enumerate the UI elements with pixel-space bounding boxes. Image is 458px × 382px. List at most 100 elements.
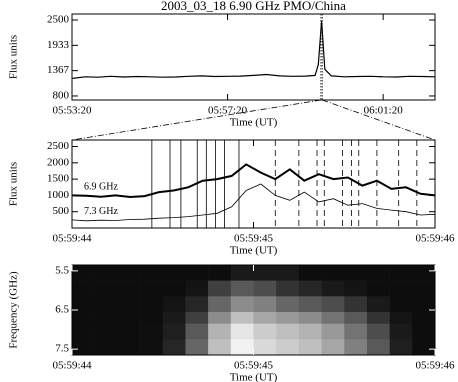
heatmap-cell [321,339,345,356]
x-tick-label: 05:57:20 [208,105,248,117]
heatmap-cell [94,280,118,297]
heatmap-cell [389,296,413,313]
heatmap-cell [253,311,277,324]
heatmap-cell [412,311,436,324]
y-axis-label: Frequency (GHz) [8,271,20,349]
y-tick-label: 2500 [47,14,70,26]
heatmap-cell [276,311,300,324]
heatmap-cell [344,323,368,340]
heatmap-cell [162,265,186,281]
heatmap-cell [185,265,209,281]
y-tick-label: 6.5 [55,304,69,316]
heatmap-cell [185,323,209,340]
plot-frame [71,13,436,101]
heatmap-cell [185,296,209,313]
heatmap-cell [140,311,164,324]
heatmap-cell [162,323,186,340]
heatmap-cell [389,339,413,356]
heatmap-cell [94,339,118,356]
heatmap-cell [253,265,277,281]
heatmap-cell [117,265,141,281]
heatmap-cell [366,323,390,340]
heatmap-cell [140,265,164,281]
heatmap-cell [117,296,141,313]
heatmap-cell [208,280,232,297]
y-tick-label: 1000 [47,189,70,201]
series-line [71,163,436,199]
heatmap-cell [162,311,186,324]
heatmap-cell [389,323,413,340]
heatmap-cell [321,265,345,281]
heatmap-cell [185,339,209,356]
zoom-connector [71,99,321,141]
y-tick-label: 2500 [47,140,70,152]
heatmap-cell [230,339,254,356]
heatmap-cell [230,280,254,297]
heatmap-cell [366,280,390,297]
heatmap-cell [253,339,277,356]
heatmap-cell [389,280,413,297]
heatmap-cell [276,280,300,297]
y-tick-label: 800 [53,90,70,102]
heatmap-cell [208,311,232,324]
heatmap-cell [140,323,164,340]
heatmap-cell [321,323,345,340]
heatmap-cell [344,311,368,324]
y-axis-label: Flux units [8,35,20,79]
heatmap-cell [412,339,436,356]
heatmap-cell [298,311,322,324]
x-tick-label: 05:59:45 [234,233,274,245]
heatmap-cell [321,296,345,313]
series-label: 7.3 GHz [84,206,118,217]
heatmap-cell [230,311,254,324]
heatmap-cell [276,265,300,281]
heatmap-cell [412,296,436,313]
heatmap-cell [208,265,232,281]
heatmap-cell [72,323,95,340]
heatmap-cell [72,296,95,313]
heatmap-cell [230,296,254,313]
x-tick-label: 06:01:20 [364,105,404,117]
heatmap-cell [276,296,300,313]
y-tick-label: 7.5 [55,343,69,355]
heatmap-cell [72,339,95,356]
heatmap-cell [72,311,95,324]
heatmap-cell [208,339,232,356]
y-tick-label: 1500 [47,173,70,185]
heatmap-cell [162,280,186,297]
heatmap-cell [276,323,300,340]
chart-title: 2003_03_18 6.90 GHz PMO/China [161,0,346,13]
y-tick-label: 500 [53,205,70,217]
series-line [71,20,436,80]
x-tick-label: 05:59:46 [415,233,455,245]
heatmap-cell [344,265,368,281]
series-line [71,183,436,222]
heatmap-cell [366,339,390,356]
heatmap-cell [72,265,95,281]
heatmap-cell [117,280,141,297]
heatmap-cell [162,296,186,313]
heatmap-cell [321,311,345,324]
plot-frame [71,139,436,229]
heatmap-cell [140,296,164,313]
heatmap-cell [298,265,322,281]
heatmap-cell [94,323,118,340]
heatmap-cell [94,265,118,281]
heatmap-cell [253,323,277,340]
heatmap-cell [389,311,413,324]
y-tick-label: 2000 [47,156,70,168]
heatmap-cell [412,265,436,281]
heatmap-cell [72,280,95,297]
y-tick-label: 1367 [47,64,70,76]
x-tick-label: 05:59:46 [415,360,455,372]
x-axis-label: Time (UT) [230,372,278,382]
heatmap-cell [389,265,413,281]
heatmap-cell [94,311,118,324]
heatmap-cell [366,311,390,324]
heatmap-cell [230,265,254,281]
heatmap-cell [230,323,254,340]
series-label: 6.9 GHz [84,182,118,193]
heatmap-cell [253,296,277,313]
heatmap-cell [412,280,436,297]
